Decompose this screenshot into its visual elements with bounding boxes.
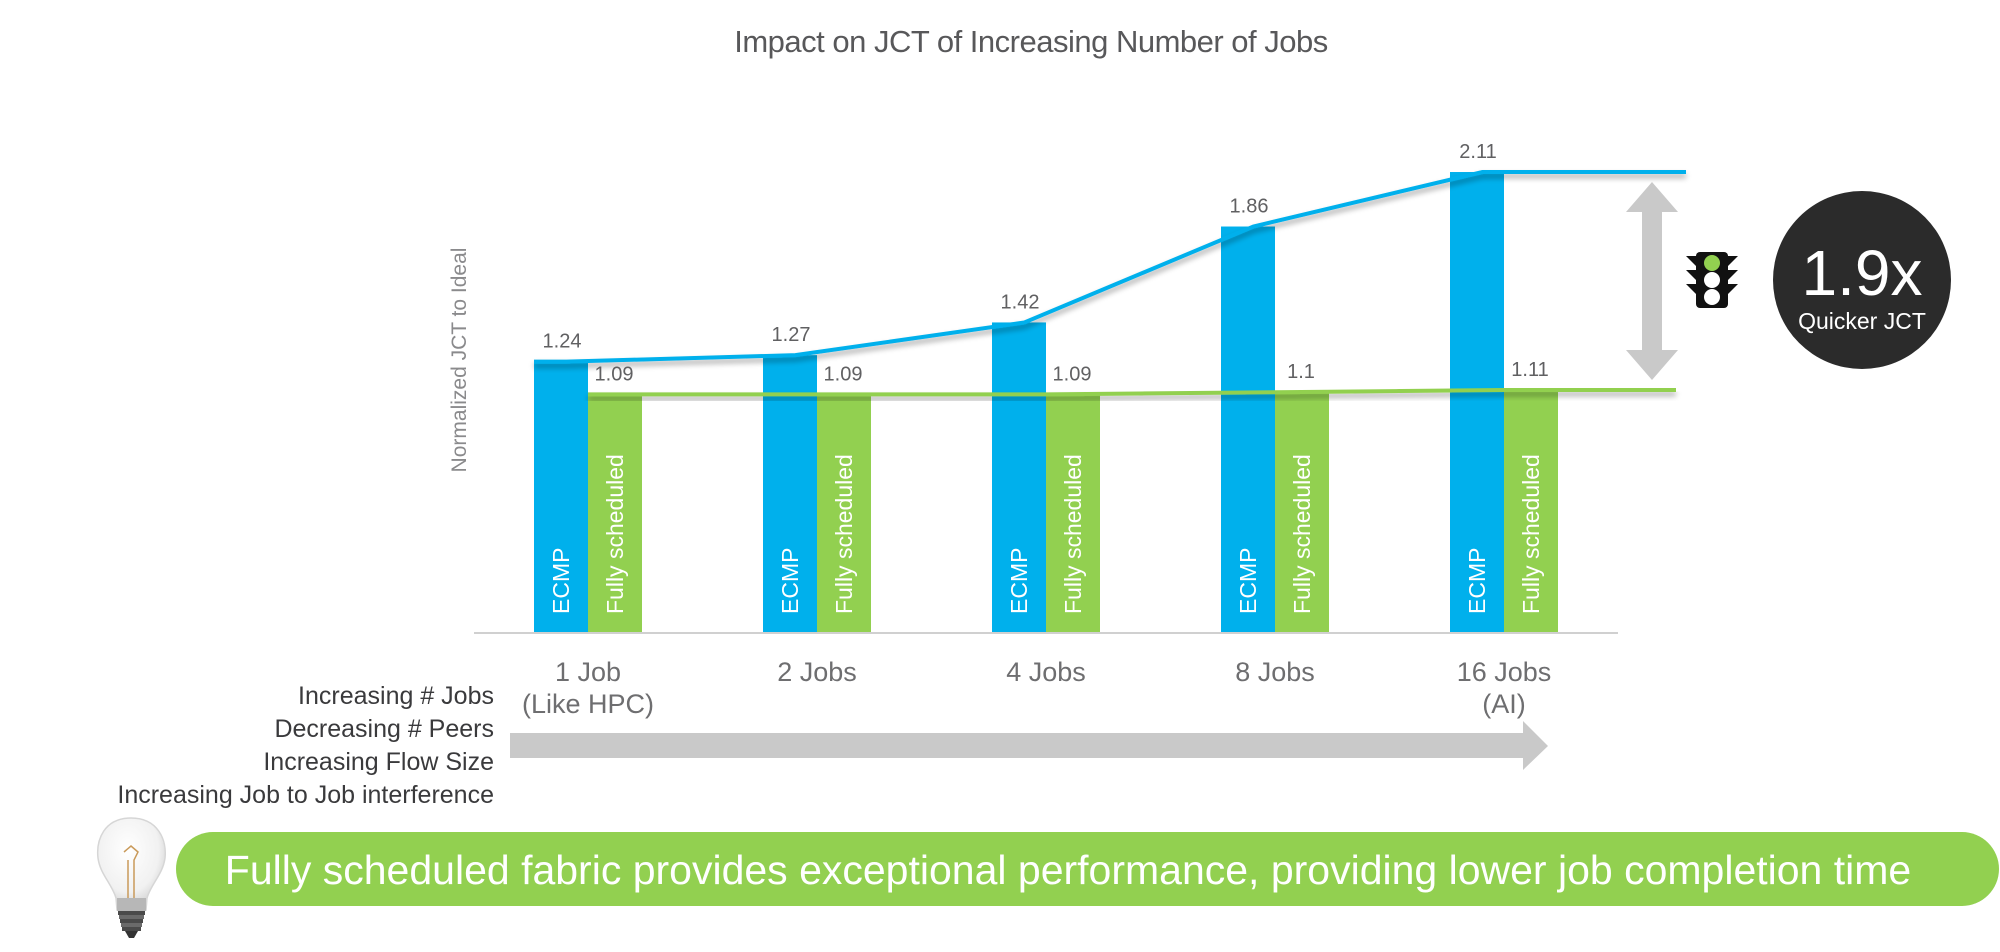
bar-fully-scheduled [588,394,642,632]
factor-item: Increasing Flow Size [263,748,494,776]
fully-scheduled-trend-line [588,388,1676,397]
data-label: 1.09 [595,363,634,385]
bar-ecmp [763,355,817,632]
bar-ecmp [1221,226,1275,632]
bar-series-label: ECMP [1006,548,1032,614]
data-label: 1.86 [1230,196,1269,218]
difference-arrow [1626,182,1678,380]
data-label: 1.09 [1053,363,1092,385]
y-axis-label: Normalized JCT to Ideal [448,248,471,473]
banner-background [176,832,1999,906]
category-label: 8 Jobs [1235,657,1315,687]
data-label: 1.09 [824,363,863,385]
speedup-callout: 1.9x Quicker JCT [1773,191,1951,369]
bar-series-label: ECMP [1464,548,1490,614]
category-label: 4 Jobs [1006,657,1086,687]
bar-series-label: ECMP [1235,548,1261,614]
progression-arrow [510,721,1548,770]
factor-item: Decreasing # Peers [274,715,494,743]
category-label: 1 Job [555,657,621,687]
traffic-light-bottom [1704,289,1720,305]
traffic-light-icon [1686,252,1738,308]
light-bulb-icon [96,817,166,938]
factor-item: Increasing Job to Job interference [117,781,494,809]
data-label: 2.11 [1459,141,1496,163]
bar-fully-scheduled [1275,392,1329,632]
factor-list: Increasing # Jobs Decreasing # Peers Inc… [117,682,494,809]
bar-series-label: Fully scheduled [1518,454,1544,614]
bar-ecmp [534,361,588,632]
traffic-light-green [1704,255,1720,271]
bar-fully-scheduled [1504,390,1558,632]
category-labels-group: 1 Job(Like HPC) 2 Jobs 4 Jobs 8 Jobs 16 Jobs… [522,657,1551,719]
bar-series-label: Fully scheduled [1060,454,1086,614]
data-label: 1.27 [772,324,811,346]
chart-title: Impact on JCT of Increasing Number of Jo… [734,24,1328,59]
category-sublabel: (Like HPC) [522,689,654,719]
banner-text: Fully scheduled fabric provides exceptio… [225,847,1911,893]
data-label: 1.11 [1511,359,1548,381]
data-label: 1.42 [1001,291,1040,313]
ecmp-trend-line [534,170,1686,364]
bar-series-label: ECMP [777,548,803,614]
data-label: 1.24 [543,331,582,353]
data-labels-group: 1.24 1.09 1.27 1.09 1.42 1.09 1.86 1.1 2.11 1.11 [543,141,1549,385]
bar-series-label: ECMP [548,548,574,614]
bar-series-label: Fully scheduled [831,454,857,614]
category-sublabel: (AI) [1482,689,1526,719]
callout-value: 1.9x [1802,237,1923,309]
bar-ecmp [1450,172,1504,632]
callout-caption: Quicker JCT [1798,308,1926,334]
conclusion-banner: Fully scheduled fabric provides exceptio… [176,832,1999,906]
bar-fully-scheduled [1046,394,1100,632]
category-label: 16 Jobs [1457,657,1552,687]
factor-item: Increasing # Jobs [298,682,494,710]
trend-lines-group [534,170,1686,397]
data-label: 1.1 [1287,361,1315,383]
bars-group: ECMP Fully scheduled ECMP Fully scheduled EC… [534,172,1558,632]
bar-series-label: Fully scheduled [1289,454,1315,614]
traffic-light-middle [1704,272,1720,288]
bar-ecmp [992,322,1046,632]
bar-series-label: Fully scheduled [602,454,628,614]
callout-circle [1773,191,1951,369]
category-label: 2 Jobs [777,657,857,687]
bar-fully-scheduled [817,394,871,632]
